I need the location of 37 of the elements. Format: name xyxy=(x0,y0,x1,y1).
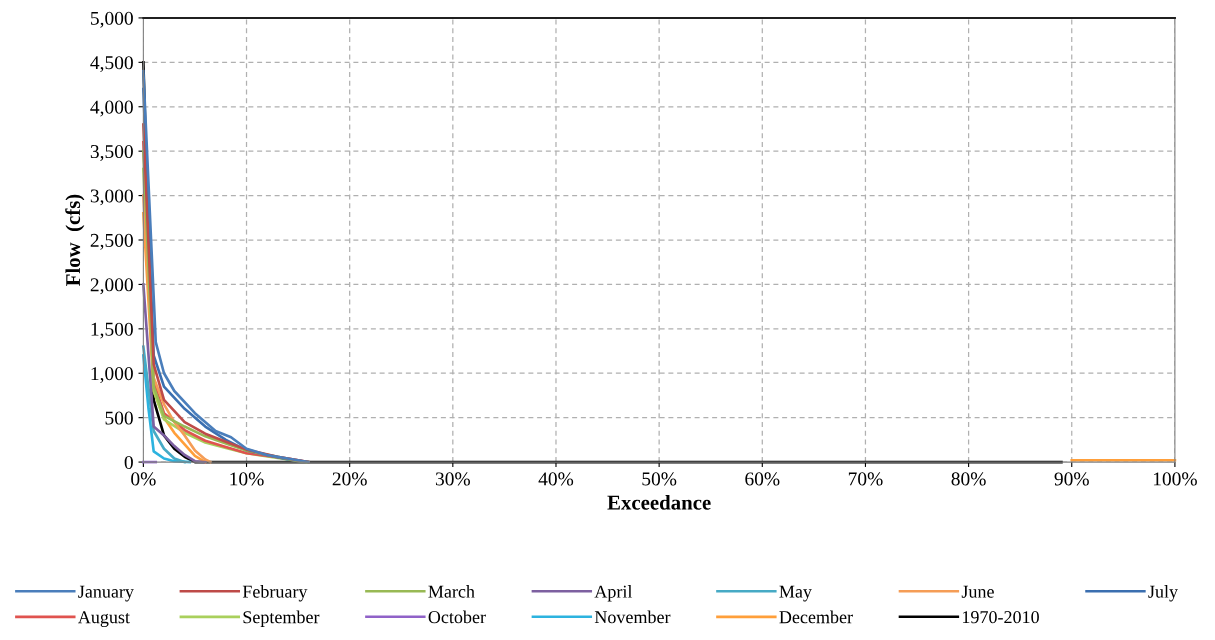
legend-label: 1970-2010 xyxy=(962,611,1039,624)
x-axis-title: Exceedance xyxy=(607,494,711,510)
y-tick-label: 500 xyxy=(105,411,133,425)
legend-label: May xyxy=(779,585,812,602)
legend-label: October xyxy=(428,610,486,624)
x-tick-label: 70% xyxy=(848,472,883,486)
y-tick-label: 4,500 xyxy=(90,56,133,73)
x-tick-label: 100% xyxy=(1153,472,1197,486)
y-tick-label: 5,000 xyxy=(91,11,133,28)
legend-label: June xyxy=(961,585,994,598)
x-tick-label: 50% xyxy=(642,472,677,486)
y-tick-label: 2,500 xyxy=(90,233,133,250)
legend-label: April xyxy=(594,585,633,602)
y-tick-label: 2,000 xyxy=(90,278,133,295)
y-axis-title: Flow (cfs) xyxy=(65,194,85,286)
legend-label: December xyxy=(779,610,853,624)
legend-label: November xyxy=(594,610,671,624)
legend-label: March xyxy=(428,585,475,598)
y-tick-label: 0 xyxy=(124,455,133,470)
x-tick-label: 20% xyxy=(332,472,367,486)
x-tick-label: 90% xyxy=(1054,472,1089,486)
x-tick-label: 60% xyxy=(745,472,780,486)
legend-label: February xyxy=(242,585,308,602)
x-tick-label: 40% xyxy=(538,472,574,486)
legend-label: August xyxy=(78,611,130,628)
x-tick-label: 0% xyxy=(131,472,156,486)
y-tick-label: 1,500 xyxy=(91,322,133,339)
x-tick-label: 30% xyxy=(435,472,470,486)
y-tick-label: 4,000 xyxy=(90,100,133,117)
x-tick-label: 80% xyxy=(951,472,986,486)
legend-label: July xyxy=(1148,585,1178,602)
y-tick-label: 3,000 xyxy=(90,189,133,206)
legend-label: January xyxy=(78,585,134,602)
legend-label: September xyxy=(243,610,320,627)
y-tick-label: 1,000 xyxy=(91,367,133,383)
x-tick-label: 10% xyxy=(230,472,264,486)
y-tick-label: 3,500 xyxy=(90,144,133,161)
